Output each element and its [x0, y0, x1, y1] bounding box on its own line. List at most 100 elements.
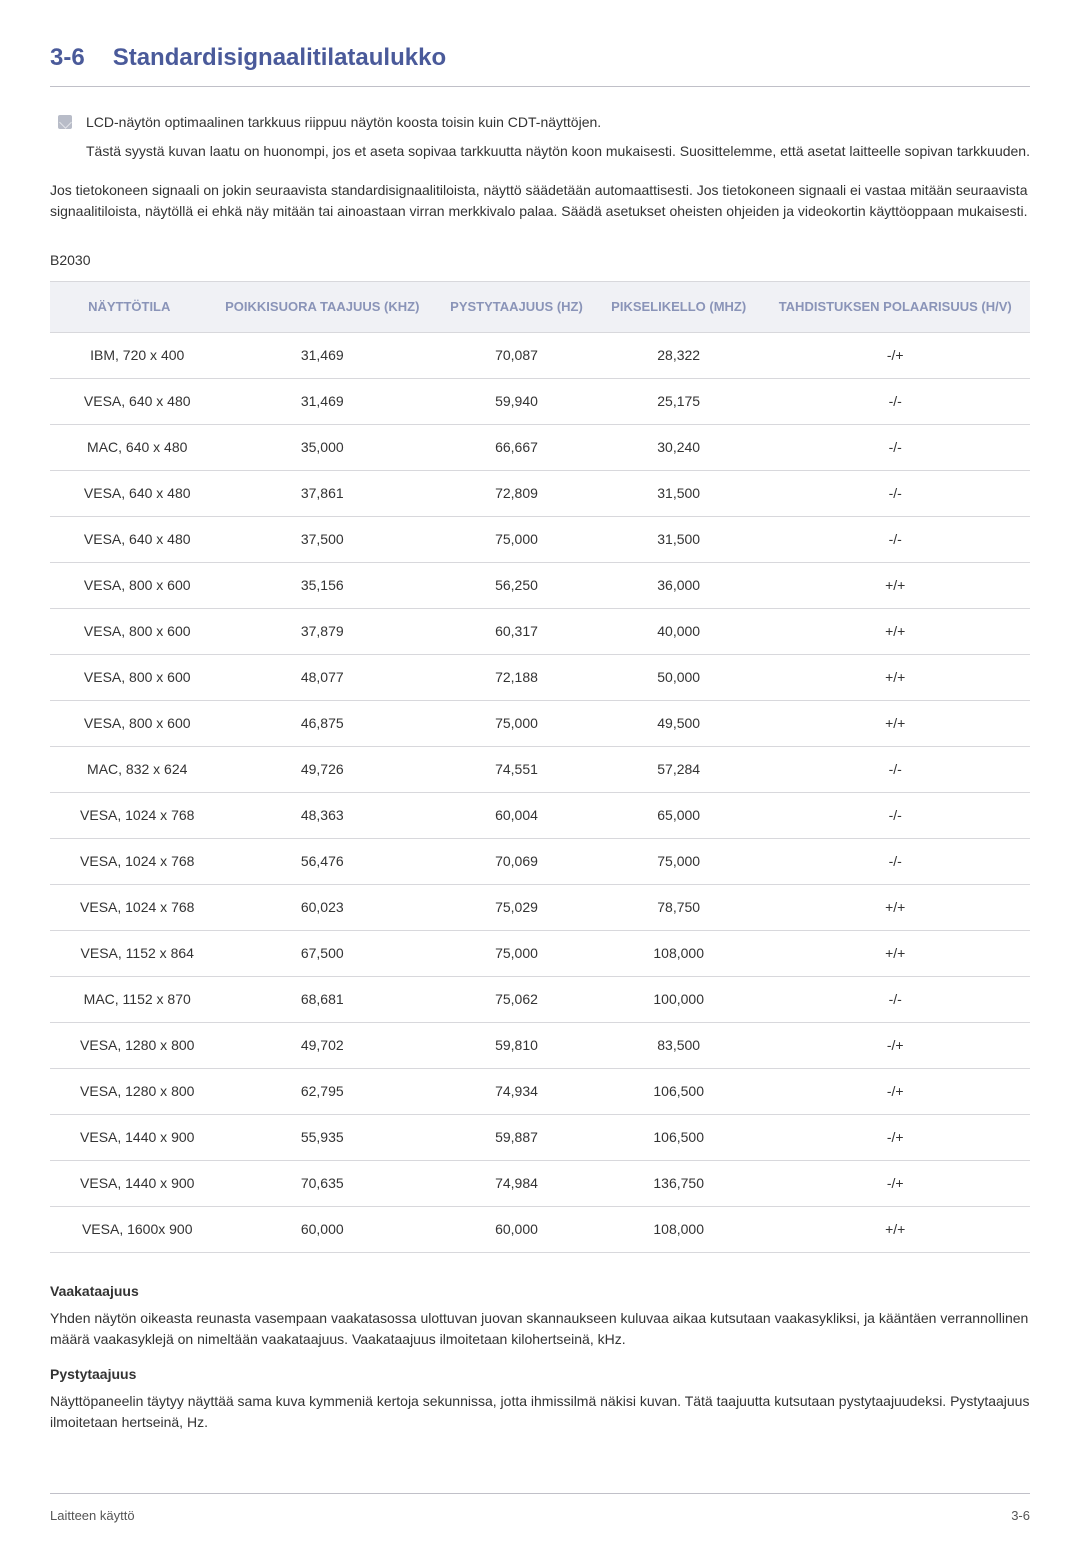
table-cell: 100,000 — [597, 976, 760, 1022]
table-cell: 70,635 — [208, 1160, 436, 1206]
table-row: VESA, 800 x 60046,87575,00049,500+/+ — [50, 700, 1030, 746]
table-cell: MAC, 640 x 480 — [50, 424, 208, 470]
table-row: VESA, 1600x 90060,00060,000108,000+/+ — [50, 1206, 1030, 1252]
table-row: IBM, 720 x 40031,46970,08728,322-/+ — [50, 332, 1030, 378]
table-cell: -/+ — [760, 1160, 1030, 1206]
heading-title: Standardisignaalitilataulukko — [113, 40, 446, 76]
table-row: MAC, 640 x 48035,00066,66730,240-/- — [50, 424, 1030, 470]
table-cell: 31,500 — [597, 470, 760, 516]
table-cell: VESA, 1280 x 800 — [50, 1068, 208, 1114]
table-row: VESA, 800 x 60048,07772,18850,000+/+ — [50, 654, 1030, 700]
table-cell: -/- — [760, 792, 1030, 838]
note-icon — [58, 115, 72, 129]
table-header-cell: TAHDISTUKSEN POLAARISUUS (H/V) — [760, 282, 1030, 333]
table-cell: VESA, 640 x 480 — [50, 470, 208, 516]
table-cell: VESA, 1024 x 768 — [50, 838, 208, 884]
table-row: VESA, 800 x 60035,15656,25036,000+/+ — [50, 562, 1030, 608]
table-cell: 75,000 — [597, 838, 760, 884]
table-cell: 31,500 — [597, 516, 760, 562]
table-cell: 72,809 — [436, 470, 597, 516]
table-cell: 78,750 — [597, 884, 760, 930]
table-cell: -/- — [760, 746, 1030, 792]
table-cell: +/+ — [760, 608, 1030, 654]
table-cell: 25,175 — [597, 378, 760, 424]
table-row: VESA, 800 x 60037,87960,31740,000+/+ — [50, 608, 1030, 654]
table-cell: 37,861 — [208, 470, 436, 516]
table-cell: VESA, 1024 x 768 — [50, 884, 208, 930]
table-cell: 30,240 — [597, 424, 760, 470]
table-cell: 35,156 — [208, 562, 436, 608]
heading-number: 3-6 — [50, 40, 85, 76]
table-cell: +/+ — [760, 654, 1030, 700]
table-cell: 31,469 — [208, 378, 436, 424]
table-cell: -/+ — [760, 1114, 1030, 1160]
table-cell: VESA, 800 x 600 — [50, 654, 208, 700]
table-cell: -/- — [760, 516, 1030, 562]
definition-title: Vaakataajuus — [50, 1281, 1030, 1302]
table-cell: -/- — [760, 976, 1030, 1022]
table-row: VESA, 640 x 48037,50075,00031,500-/- — [50, 516, 1030, 562]
table-cell: 83,500 — [597, 1022, 760, 1068]
table-cell: 72,188 — [436, 654, 597, 700]
table-cell: 49,726 — [208, 746, 436, 792]
table-cell: 59,810 — [436, 1022, 597, 1068]
table-row: VESA, 1280 x 80049,70259,81083,500-/+ — [50, 1022, 1030, 1068]
table-cell: +/+ — [760, 884, 1030, 930]
table-cell: -/- — [760, 424, 1030, 470]
table-cell: 106,500 — [597, 1068, 760, 1114]
table-cell: MAC, 1152 x 870 — [50, 976, 208, 1022]
table-cell: VESA, 640 x 480 — [50, 516, 208, 562]
table-cell: VESA, 1440 x 900 — [50, 1160, 208, 1206]
table-cell: 36,000 — [597, 562, 760, 608]
table-cell: MAC, 832 x 624 — [50, 746, 208, 792]
table-cell: 48,363 — [208, 792, 436, 838]
table-cell: 28,322 — [597, 332, 760, 378]
note-block: LCD-näytön optimaalinen tarkkuus riippuu… — [50, 112, 1030, 162]
table-cell: +/+ — [760, 562, 1030, 608]
table-cell: 67,500 — [208, 930, 436, 976]
table-row: VESA, 1440 x 90055,93559,887106,500-/+ — [50, 1114, 1030, 1160]
table-cell: 108,000 — [597, 930, 760, 976]
table-cell: 60,000 — [208, 1206, 436, 1252]
model-label: B2030 — [50, 250, 1030, 271]
table-cell: VESA, 1600x 900 — [50, 1206, 208, 1252]
table-row: VESA, 1024 x 76856,47670,06975,000-/- — [50, 838, 1030, 884]
table-header-cell: PYSTYTAAJUUS (HZ) — [436, 282, 597, 333]
table-cell: 49,500 — [597, 700, 760, 746]
signal-table: NÄYTTÖTILAPOIKKISUORA TAAJUUS (KHZ)PYSTY… — [50, 281, 1030, 1253]
table-cell: 60,317 — [436, 608, 597, 654]
table-cell: 106,500 — [597, 1114, 760, 1160]
table-row: VESA, 640 x 48037,86172,80931,500-/- — [50, 470, 1030, 516]
table-row: VESA, 1024 x 76860,02375,02978,750+/+ — [50, 884, 1030, 930]
table-cell: 136,750 — [597, 1160, 760, 1206]
table-cell: -/+ — [760, 332, 1030, 378]
table-cell: 74,551 — [436, 746, 597, 792]
table-cell: 59,940 — [436, 378, 597, 424]
table-cell: 68,681 — [208, 976, 436, 1022]
table-cell: -/+ — [760, 1022, 1030, 1068]
table-cell: VESA, 800 x 600 — [50, 562, 208, 608]
table-cell: 37,879 — [208, 608, 436, 654]
table-cell: 75,000 — [436, 516, 597, 562]
table-cell: 48,077 — [208, 654, 436, 700]
definition-body: Yhden näytön oikeasta reunasta vasempaan… — [50, 1308, 1030, 1350]
table-cell: VESA, 1024 x 768 — [50, 792, 208, 838]
table-row: VESA, 1152 x 86467,50075,000108,000+/+ — [50, 930, 1030, 976]
table-cell: 60,000 — [436, 1206, 597, 1252]
definition-title: Pystytaajuus — [50, 1364, 1030, 1385]
table-cell: 56,476 — [208, 838, 436, 884]
table-cell: -/- — [760, 838, 1030, 884]
table-cell: VESA, 1440 x 900 — [50, 1114, 208, 1160]
table-cell: 60,004 — [436, 792, 597, 838]
footer-right: 3-6 — [1011, 1506, 1030, 1526]
table-row: VESA, 1024 x 76848,36360,00465,000-/- — [50, 792, 1030, 838]
intro-paragraph: Jos tietokoneen signaali on jokin seuraa… — [50, 180, 1030, 222]
table-row: VESA, 1440 x 90070,63574,984136,750-/+ — [50, 1160, 1030, 1206]
note-main-text: LCD-näytön optimaalinen tarkkuus riippuu… — [86, 112, 1030, 133]
table-cell: +/+ — [760, 700, 1030, 746]
table-cell: 75,062 — [436, 976, 597, 1022]
table-cell: +/+ — [760, 1206, 1030, 1252]
table-cell: 60,023 — [208, 884, 436, 930]
table-cell: 108,000 — [597, 1206, 760, 1252]
table-cell: 59,887 — [436, 1114, 597, 1160]
